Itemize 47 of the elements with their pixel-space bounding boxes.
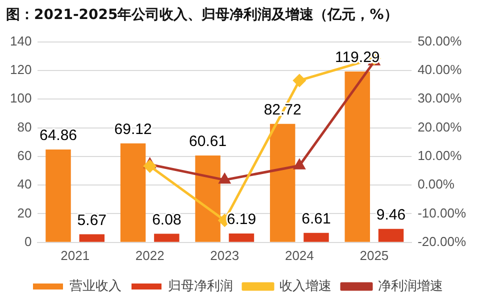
y-tick-label: 0 [24,234,32,249]
y2-tick-label: 10.00% [418,148,462,164]
data-label: 6.08 [152,211,182,228]
legend-label: 收入增速 [280,278,332,294]
legend-label: 净利润增速 [378,278,443,294]
chart-title: 图：2021-2025年公司收入、归母净利润及增速（亿元，%） [5,6,399,25]
y-tick-label: 40 [17,176,32,192]
point [293,74,306,87]
point [294,159,305,170]
data-label: 6.61 [302,210,331,228]
y2-tick-label: 50.00% [418,33,462,48]
data-label: 60.61 [189,133,227,150]
bar [344,71,370,242]
data-label: 64.86 [39,127,78,144]
y-tick-label: 100 [10,90,32,106]
data-label: 9.46 [376,206,406,224]
data-label: 69.12 [114,121,152,138]
bar [378,228,404,242]
y-tick-label: 140 [10,33,32,48]
bar [120,143,146,242]
y2-tick-label: 40.00% [418,62,462,78]
y2-tick-label: 20.00% [418,119,462,134]
data-label: 5.67 [77,212,107,229]
x-tick-label: 2023 [210,248,240,263]
bar [79,234,105,242]
legend-label: 营业收入 [70,278,122,294]
bar [46,149,71,242]
y2-tick-label: -10.00% [418,205,466,220]
bar [228,234,254,242]
y-tick-label: 120 [10,62,32,78]
y2-tick-label: -20.00% [418,234,466,249]
x-tick-label: 2025 [360,248,389,263]
y-tick-label: 60 [17,148,32,164]
bar [304,232,329,242]
y2-tick-label: 30.00% [418,90,462,106]
bar [195,156,220,242]
bar [154,234,180,242]
bar [270,124,296,242]
x-tick-label: 2024 [284,248,314,263]
y2-tick-label: 0.00% [418,176,455,192]
y-tick-label: 80 [17,119,32,134]
x-tick-label: 2021 [60,248,90,263]
legend-label: 归母净利润 [168,278,233,294]
point [219,174,230,184]
point [144,160,156,172]
y-tick-label: 20 [17,205,32,220]
x-tick-label: 2022 [135,248,164,263]
